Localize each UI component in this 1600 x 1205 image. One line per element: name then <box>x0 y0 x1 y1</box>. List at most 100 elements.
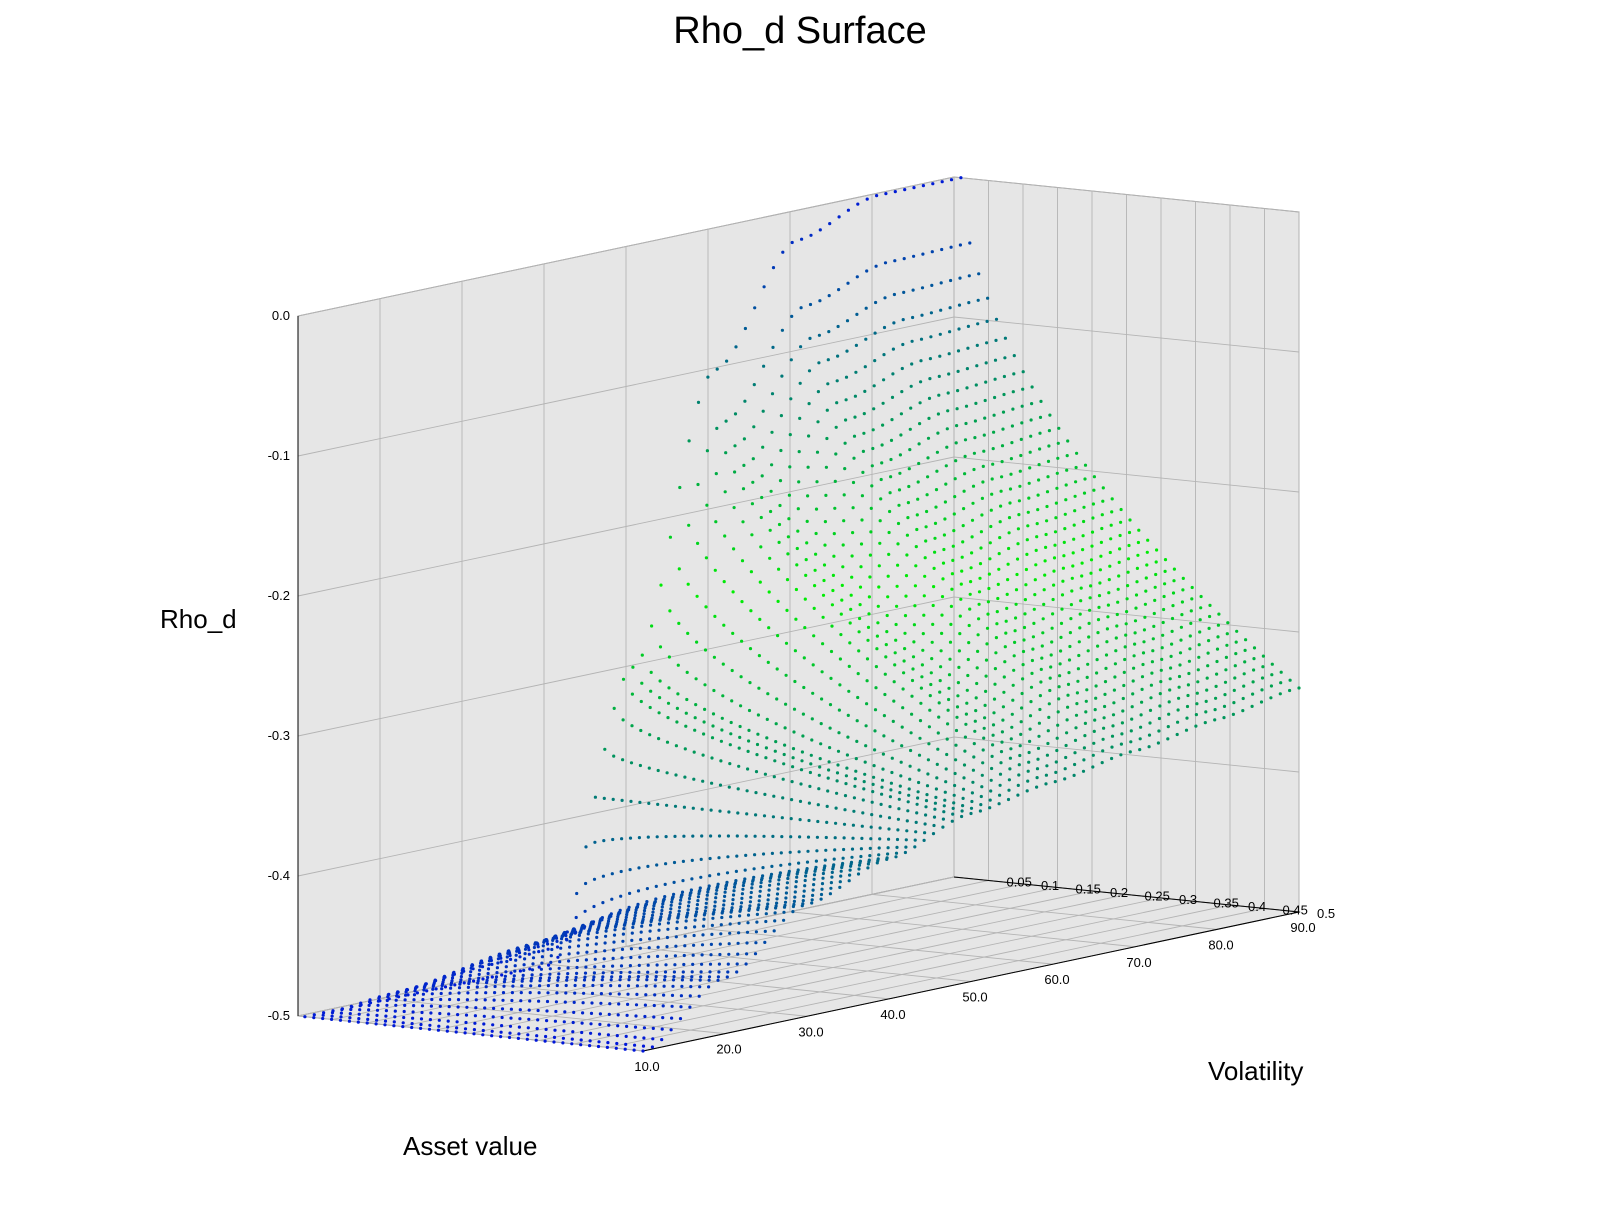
surface-point-2038 <box>1021 677 1025 681</box>
surface-point-466 <box>731 590 735 594</box>
surface-point-2169 <box>935 762 939 767</box>
surface-point-554 <box>899 412 904 416</box>
surface-point-525 <box>628 891 632 896</box>
surface-point-2236 <box>907 793 911 797</box>
surface-point-1239 <box>754 791 758 795</box>
surface-point-879 <box>663 895 667 899</box>
surface-point-1644 <box>611 964 615 968</box>
surface-point-430 <box>394 1003 398 1007</box>
surface-point-1646 <box>629 947 634 951</box>
surface-point-367 <box>460 971 464 975</box>
surface-point-1805 <box>806 835 811 839</box>
surface-point-1862 <box>684 919 688 923</box>
surface-point-1795 <box>713 904 717 908</box>
surface-point-2473 <box>1158 692 1162 696</box>
surface-point-1159 <box>661 902 665 906</box>
surface-point-510 <box>487 962 491 967</box>
surface-point-1 <box>312 1013 316 1017</box>
surface-point-1077 <box>549 960 553 965</box>
surface-point-2744 <box>1072 773 1076 778</box>
surface-point-1204 <box>1082 491 1087 495</box>
surface-point-2216 <box>719 923 723 927</box>
surface-point-2577 <box>820 887 824 891</box>
surface-point-1061 <box>1055 471 1059 475</box>
surface-point-2604 <box>1073 751 1077 755</box>
surface-point-2079 <box>748 900 753 904</box>
surface-point-1451 <box>771 815 776 819</box>
surface-point-2047 <box>1105 640 1109 644</box>
surface-point-103 <box>612 754 616 758</box>
surface-point-1000 <box>484 991 488 995</box>
surface-point-1057 <box>1018 484 1022 488</box>
surface-point-2547 <box>1195 691 1199 695</box>
surface-point-910 <box>953 477 957 481</box>
surface-point-2318 <box>1019 732 1023 737</box>
surface-point-2628 <box>641 1044 646 1048</box>
surface-point-1970 <box>1040 656 1044 660</box>
surface-point-1396 <box>912 623 917 627</box>
surface-point-282 <box>976 298 980 302</box>
surface-point-192 <box>789 358 793 362</box>
surface-point-220 <box>395 991 399 995</box>
surface-point-1870 <box>759 881 763 885</box>
surface-point-1983 <box>1162 607 1166 612</box>
surface-point-2689 <box>1213 708 1217 712</box>
surface-point-2272 <box>588 1044 592 1048</box>
surface-point-2754 <box>1166 737 1170 741</box>
surface-point-563 <box>984 380 988 384</box>
surface-point-2649 <box>838 880 842 884</box>
surface-point-2609 <box>1120 732 1124 736</box>
surface-point-2116 <box>1095 658 1099 662</box>
surface-point-247 <box>648 705 652 710</box>
surface-point-141 <box>968 241 972 245</box>
surface-point-2681 <box>1138 737 1142 741</box>
surface-point-2124 <box>1170 629 1174 634</box>
surface-point-2451 <box>952 793 956 797</box>
surface-point-1135 <box>1092 475 1096 479</box>
surface-point-508 <box>468 973 472 978</box>
surface-point-2035 <box>992 697 997 701</box>
grid-lines <box>297 176 1300 1052</box>
surface-point-1479 <box>1034 563 1038 567</box>
surface-point-2720 <box>847 879 851 883</box>
surface-point-1520 <box>761 852 766 856</box>
surface-point-95 <box>537 950 541 954</box>
surface-point-200 <box>864 306 868 310</box>
surface-point-2675 <box>1082 758 1086 762</box>
surface-point-2213 <box>691 953 695 957</box>
surface-point-2508 <box>830 875 834 879</box>
surface-point-1749 <box>938 679 942 683</box>
surface-point-1227 <box>642 915 646 919</box>
surface-point-1141 <box>492 998 496 1002</box>
surface-point-892 <box>784 641 789 645</box>
surface-point-2686 <box>1185 716 1189 720</box>
surface-point-982 <box>971 484 976 488</box>
surface-point-1868 <box>740 892 745 896</box>
surface-point-1599 <box>845 753 850 757</box>
surface-point-32 <box>603 747 607 751</box>
surface-point-2023 <box>880 785 884 789</box>
surface-point-2176 <box>1001 718 1005 722</box>
surface-point-2742 <box>1053 780 1057 784</box>
surface-point-1665 <box>807 801 812 805</box>
surface-point-1596 <box>817 773 821 777</box>
surface-point-2174 <box>982 726 986 730</box>
surface-point-959 <box>756 732 760 736</box>
surface-point-1917 <box>543 1039 547 1043</box>
surface-point-2507 <box>820 882 825 886</box>
surface-point-1289 <box>566 966 570 970</box>
surface-point-652 <box>505 959 509 964</box>
surface-point-1281 <box>491 1015 495 1019</box>
surface-point-2728 <box>922 838 926 843</box>
surface-point-210 <box>958 276 962 280</box>
surface-point-2070 <box>664 963 668 967</box>
surface-point-2414 <box>605 1045 610 1049</box>
surface-point-469 <box>759 515 763 520</box>
surface-point-1835 <box>1088 608 1092 612</box>
surface-point-1075 <box>530 973 534 977</box>
surface-point-1288 <box>557 972 561 976</box>
surface-point-1238 <box>745 812 749 816</box>
surface-point-2274 <box>606 1033 611 1037</box>
surface-point-2330 <box>1131 679 1135 683</box>
surface-point-1562 <box>499 1035 503 1039</box>
